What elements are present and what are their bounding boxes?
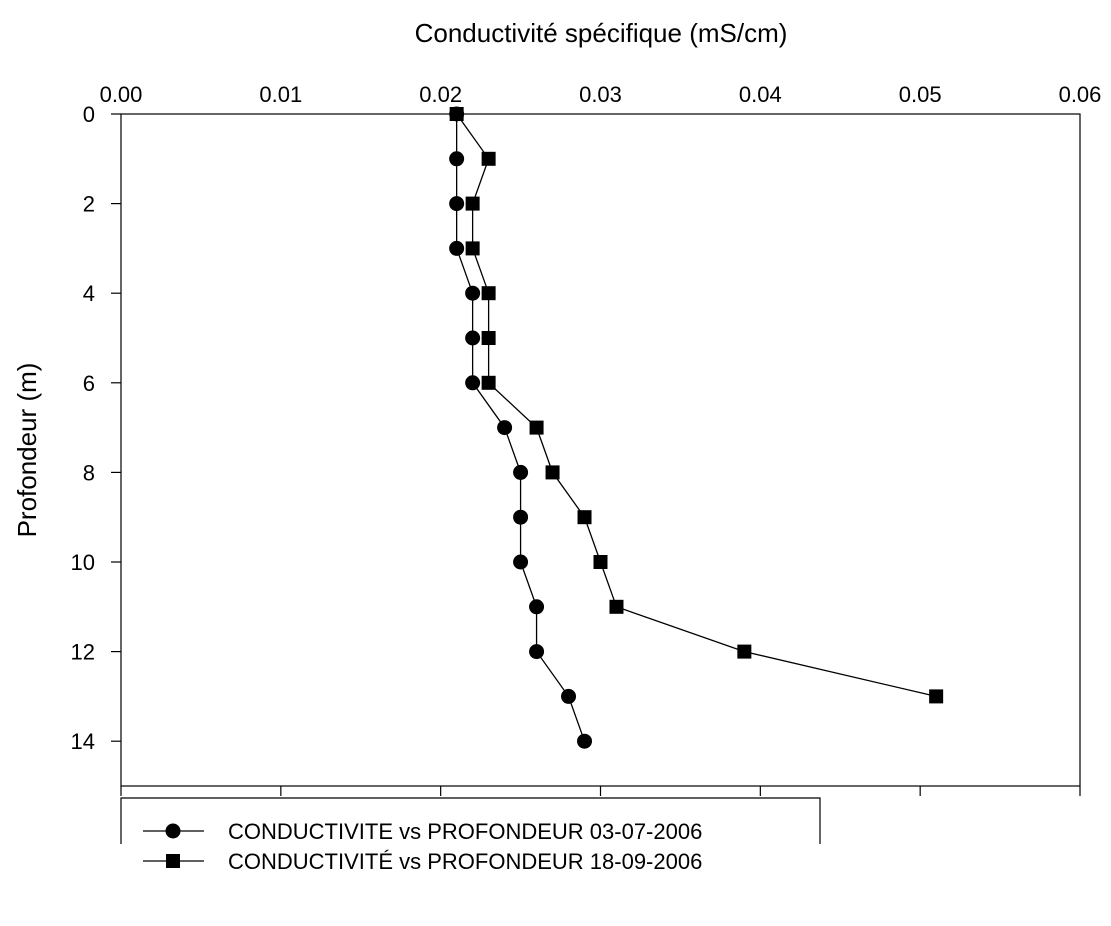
series-line — [456, 113, 937, 698]
y-tick-label: 6 — [83, 371, 95, 396]
data-point — [545, 465, 560, 480]
data-point — [513, 554, 529, 570]
data-point — [481, 151, 496, 166]
y-tick-label: 8 — [83, 460, 95, 485]
x-tick-label: 0.06 — [1059, 82, 1102, 107]
x-tick-label: 0.00 — [100, 82, 143, 107]
y-tick-label: 2 — [83, 192, 95, 217]
data-point — [465, 375, 481, 391]
data-point — [481, 331, 496, 345]
legend-label: CONDUCTIVITE vs PROFONDEUR 03-07-2006 — [228, 819, 702, 844]
data-point — [481, 286, 496, 301]
series-2 — [449, 107, 944, 704]
data-point — [737, 644, 752, 659]
y-tick-label: 4 — [83, 281, 95, 306]
y-tick-label: 0 — [83, 102, 95, 127]
legend-item: CONDUCTIVITÉ vs PROFONDEUR 18-09-2006 — [143, 849, 702, 874]
y-tick-label: 14 — [71, 729, 95, 754]
legend: CONDUCTIVITE vs PROFONDEUR 03-07-2006 CON… — [120, 797, 821, 874]
data-point — [465, 196, 480, 211]
x-tick-label: 0.01 — [259, 82, 302, 107]
y-tick-label: 10 — [71, 550, 95, 575]
data-point — [577, 510, 592, 525]
data-point — [449, 151, 465, 167]
data-point — [561, 688, 577, 704]
legend-marker — [166, 854, 180, 868]
data-point — [929, 689, 944, 704]
data-point — [529, 599, 545, 615]
x-tick-label: 0.03 — [579, 82, 622, 107]
data-point — [449, 107, 464, 121]
data-point — [513, 509, 529, 525]
legend-marker — [165, 823, 181, 839]
legend-label: CONDUCTIVITÉ vs PROFONDEUR 18-09-2006 — [228, 849, 702, 874]
data-point — [465, 241, 480, 256]
data-point — [513, 464, 529, 480]
y-tick-label: 12 — [71, 640, 95, 665]
y-axis-title: Profondeur (m) — [12, 363, 42, 538]
data-point — [609, 599, 624, 614]
x-tick-label: 0.05 — [899, 82, 942, 107]
data-point — [449, 240, 465, 256]
x-axis-title: Conductivité spécifique (mS/cm) — [415, 18, 788, 48]
data-point — [449, 196, 465, 212]
plot-frame — [120, 113, 1081, 787]
data-point — [593, 555, 608, 569]
data-point — [465, 285, 481, 301]
data-point — [497, 420, 513, 436]
legend-item: CONDUCTIVITE vs PROFONDEUR 03-07-2006 — [143, 819, 702, 844]
data-point — [529, 420, 544, 435]
data-point — [577, 733, 593, 749]
data-point — [465, 330, 481, 346]
plot-area — [449, 106, 944, 749]
data-point — [481, 375, 496, 390]
data-point — [529, 644, 545, 660]
x-tick-label: 0.04 — [739, 82, 782, 107]
legend-frame — [120, 797, 821, 844]
y-axis: 0 2 4 6 8 10 12 14 — [71, 102, 121, 754]
x-axis: 0.00 0.01 0.02 0.03 0.04 0.05 0.06 — [100, 82, 1102, 796]
x-tick-label: 0.02 — [419, 82, 462, 107]
